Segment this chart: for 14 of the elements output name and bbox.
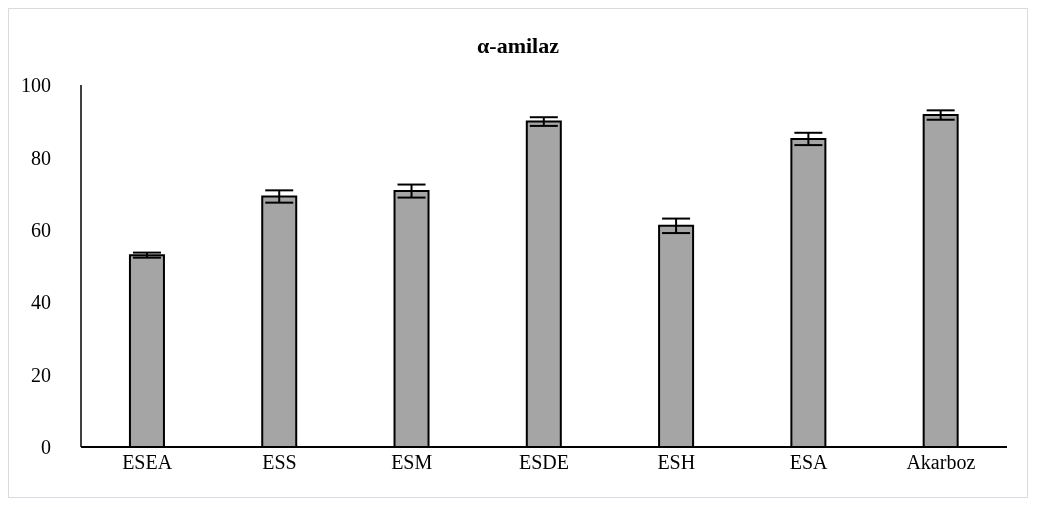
x-tick-label: ESS <box>262 451 297 474</box>
x-tick-label: ESA <box>789 451 829 474</box>
y-tick-label: 20 <box>31 363 51 386</box>
y-tick-label: 40 <box>31 291 51 314</box>
x-tick-label: ESEA <box>122 451 173 474</box>
x-tick-label: ESDE <box>519 451 569 474</box>
x-tick-label: ESM <box>391 451 433 474</box>
x-tick-label: ESH <box>657 451 696 474</box>
x-tick-label: Akarboz <box>906 451 976 474</box>
y-tick-label: 60 <box>31 218 51 241</box>
chart-title: α-amilaz <box>476 32 560 60</box>
y-tick-label: 80 <box>31 146 51 169</box>
y-tick-label: 0 <box>41 436 51 459</box>
y-tick-label: 100 <box>21 74 51 97</box>
